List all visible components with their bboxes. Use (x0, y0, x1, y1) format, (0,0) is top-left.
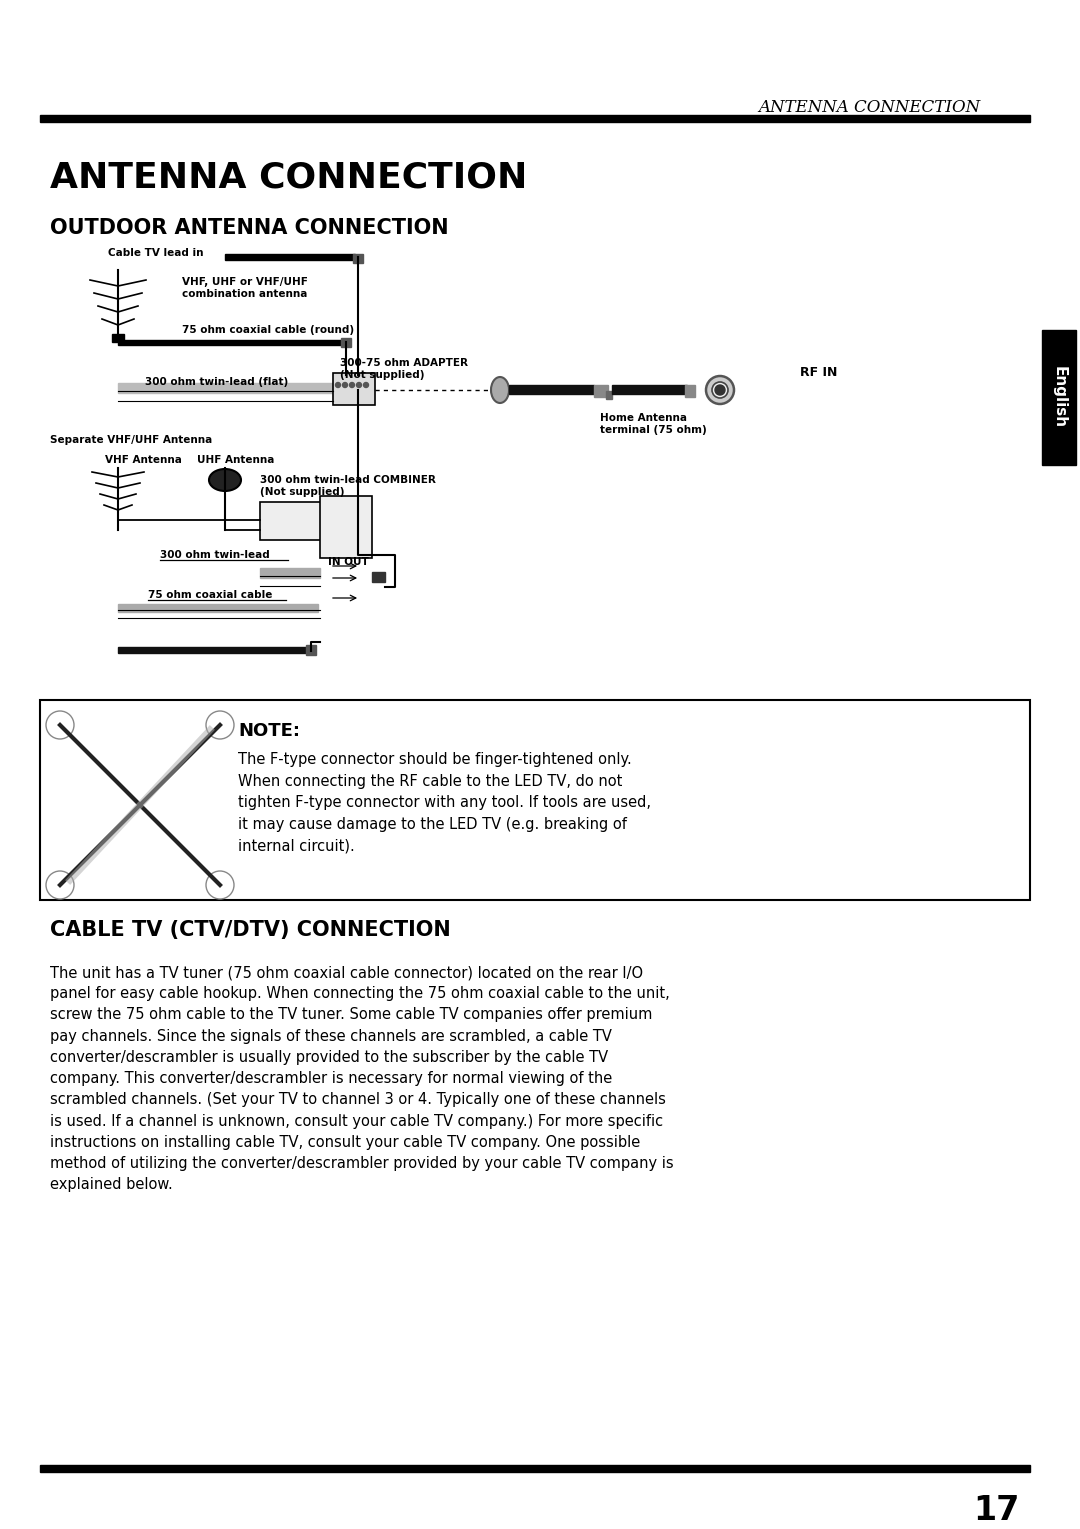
Text: IN OUT: IN OUT (328, 557, 368, 567)
Circle shape (46, 711, 75, 739)
Bar (372, 572, 384, 583)
Bar (612, 385, 687, 394)
Circle shape (364, 382, 368, 387)
Text: Separate VHF/UHF Antenna: Separate VHF/UHF Antenna (50, 434, 213, 445)
Ellipse shape (712, 382, 728, 398)
Circle shape (342, 382, 348, 387)
Circle shape (336, 382, 340, 387)
Circle shape (356, 382, 362, 387)
Text: VHF, UHF or VHF/UHF
combination antenna: VHF, UHF or VHF/UHF combination antenna (183, 277, 308, 298)
Text: RF IN: RF IN (800, 365, 837, 379)
Bar (112, 333, 124, 342)
Bar (353, 254, 363, 263)
Bar (606, 391, 612, 399)
Text: 300-75 ohm ADAPTER
(Not supplied): 300-75 ohm ADAPTER (Not supplied) (340, 358, 468, 379)
Circle shape (206, 872, 234, 899)
Circle shape (350, 382, 354, 387)
Ellipse shape (210, 469, 241, 491)
Bar (225, 254, 355, 260)
Bar (685, 385, 696, 398)
Text: 17: 17 (974, 1494, 1020, 1526)
Text: The unit has a TV tuner (75 ohm coaxial cable connector) located on the rear I/O: The unit has a TV tuner (75 ohm coaxial … (50, 965, 674, 1193)
Text: 75 ohm coaxial cable (round): 75 ohm coaxial cable (round) (183, 326, 354, 335)
Bar (40, 700, 1030, 901)
Bar (341, 338, 351, 347)
Bar (118, 604, 318, 612)
Bar (40, 115, 1030, 122)
Bar (320, 495, 372, 558)
Text: English: English (1052, 367, 1067, 428)
Text: OUTDOOR ANTENNA CONNECTION: OUTDOOR ANTENNA CONNECTION (50, 219, 448, 239)
Circle shape (46, 872, 75, 899)
Bar (1042, 330, 1076, 465)
Text: Cable TV lead in: Cable TV lead in (108, 248, 203, 258)
Text: UHF Antenna: UHF Antenna (197, 456, 274, 465)
Bar (594, 385, 608, 398)
Circle shape (206, 711, 234, 739)
Bar (333, 373, 375, 405)
Text: 300 ohm twin-lead (flat): 300 ohm twin-lead (flat) (145, 378, 288, 387)
Circle shape (715, 385, 725, 394)
Bar (118, 382, 333, 393)
Text: ANTENNA CONNECTION: ANTENNA CONNECTION (758, 99, 980, 116)
Text: The F-type connector should be finger-tightened only.
When connecting the RF cab: The F-type connector should be finger-ti… (238, 752, 651, 853)
Text: NOTE:: NOTE: (238, 722, 300, 740)
Text: VHF Antenna: VHF Antenna (105, 456, 181, 465)
Bar (118, 647, 308, 653)
Text: ANTENNA CONNECTION: ANTENNA CONNECTION (50, 161, 527, 196)
Text: 75 ohm coaxial cable: 75 ohm coaxial cable (148, 590, 272, 599)
Bar (40, 1465, 1030, 1472)
Ellipse shape (706, 376, 734, 404)
Ellipse shape (491, 378, 509, 404)
Bar (509, 385, 594, 394)
Text: Home Antenna
terminal (75 ohm): Home Antenna terminal (75 ohm) (600, 413, 706, 434)
Bar (118, 339, 343, 346)
Bar (260, 502, 322, 540)
Text: CABLE TV (CTV/DTV) CONNECTION: CABLE TV (CTV/DTV) CONNECTION (50, 920, 450, 940)
Bar (260, 567, 320, 578)
Bar (306, 645, 316, 654)
Text: 300 ohm twin-lead: 300 ohm twin-lead (160, 550, 270, 560)
Text: 300 ohm twin-lead COMBINER
(Not supplied): 300 ohm twin-lead COMBINER (Not supplied… (260, 476, 436, 497)
